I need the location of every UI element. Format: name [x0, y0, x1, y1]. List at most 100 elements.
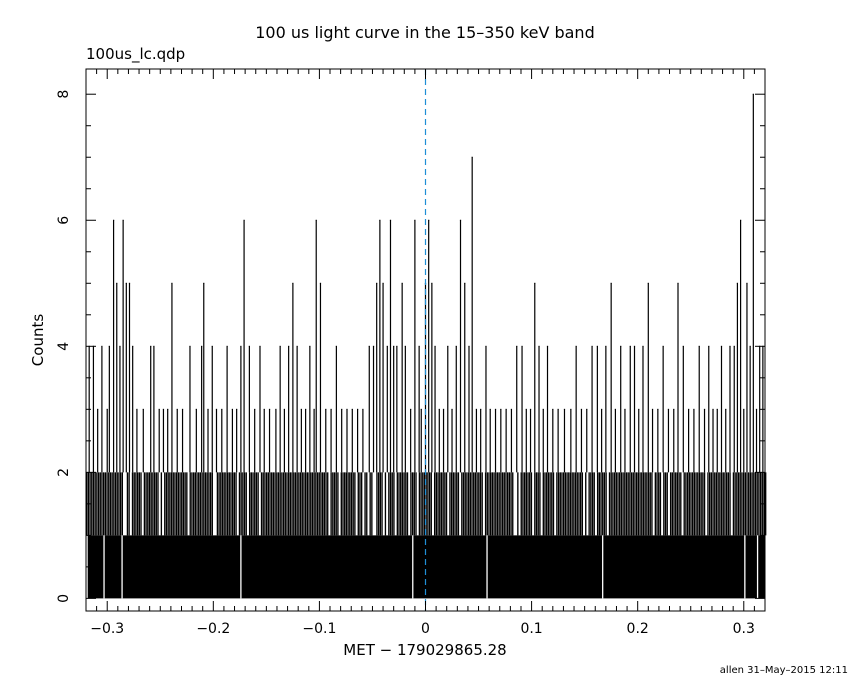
count-bar	[255, 472, 258, 536]
count-bar	[252, 472, 254, 536]
count-bar	[357, 472, 359, 536]
count-bar	[542, 472, 544, 536]
histogram-bars	[86, 472, 767, 599]
count-bar	[104, 472, 107, 536]
count-bar	[561, 472, 563, 536]
count-bar	[703, 472, 706, 536]
count-bar	[615, 472, 617, 536]
count-bar	[753, 472, 755, 536]
count-bar	[269, 472, 271, 536]
count-bar	[267, 472, 269, 536]
count-bar	[685, 472, 687, 536]
count-bar	[121, 472, 124, 536]
count-bar	[384, 472, 387, 536]
count-bar	[725, 472, 728, 536]
count-bar	[96, 472, 98, 536]
count-bar	[581, 472, 584, 536]
count-bar	[500, 472, 502, 536]
count-bar	[133, 472, 135, 536]
count-bar	[612, 472, 614, 536]
count-bar	[182, 472, 185, 536]
count-bar	[181, 472, 183, 536]
count-bar	[573, 472, 575, 536]
count-bar	[184, 472, 186, 536]
count-bar	[345, 472, 348, 536]
count-bar	[564, 472, 567, 536]
count-bar	[108, 472, 110, 536]
count-bar	[746, 472, 748, 536]
x-tick-label: −0.1	[302, 621, 336, 637]
count-bar	[486, 472, 488, 536]
count-bar	[316, 472, 319, 536]
count-bar	[619, 472, 621, 536]
count-bar	[243, 472, 246, 536]
count-bar	[191, 472, 193, 536]
count-bar	[271, 472, 273, 536]
count-bar	[99, 472, 101, 536]
y-tick-label: 2	[56, 468, 72, 477]
count-bar	[327, 472, 329, 536]
count-bar	[729, 472, 731, 536]
count-bar	[282, 472, 285, 536]
count-bar	[673, 472, 675, 536]
count-bar	[690, 472, 692, 536]
count-bar	[296, 472, 298, 536]
count-bar	[508, 472, 511, 536]
count-bar	[688, 472, 690, 536]
count-bar	[466, 472, 468, 536]
count-bar	[242, 472, 244, 536]
count-bar	[720, 472, 723, 536]
y-tick-label: 4	[56, 342, 72, 351]
count-bar	[506, 472, 509, 536]
count-bar	[576, 472, 578, 536]
count-bar	[585, 472, 587, 536]
count-bar	[113, 472, 115, 536]
count-bar	[440, 472, 443, 536]
count-bar	[148, 472, 151, 536]
count-bar	[749, 472, 752, 536]
count-bar	[245, 472, 247, 536]
count-bar	[651, 472, 653, 536]
count-bar	[198, 472, 200, 536]
count-bar	[719, 472, 721, 536]
count-bar	[649, 472, 651, 536]
count-bar	[281, 472, 283, 536]
count-bar	[376, 472, 378, 536]
count-bar	[522, 472, 524, 536]
count-bar	[303, 472, 305, 536]
x-axis-label: MET − 179029865.28	[343, 641, 506, 659]
count-bar	[501, 472, 504, 536]
count-bar	[617, 472, 619, 536]
count-bar	[590, 472, 592, 536]
count-bar	[491, 472, 494, 536]
x-tick-label: −0.2	[196, 621, 230, 637]
count-bar	[625, 472, 628, 536]
count-bar	[433, 472, 436, 536]
count-bar	[118, 472, 120, 536]
count-bar	[751, 472, 753, 536]
count-bar	[484, 472, 487, 536]
count-bar	[175, 472, 178, 536]
count-bar	[97, 472, 100, 536]
count-bar	[678, 472, 680, 536]
count-level-band	[86, 535, 765, 599]
count-bar	[371, 472, 373, 536]
count-bar	[464, 472, 466, 536]
count-bar	[557, 472, 560, 536]
count-bar	[350, 472, 353, 536]
count-bar	[335, 472, 337, 536]
count-bar	[101, 472, 103, 536]
count-bar	[430, 472, 432, 536]
count-bar	[126, 472, 129, 536]
count-bar	[315, 472, 317, 536]
count-bar	[715, 472, 718, 536]
count-bar	[138, 472, 140, 536]
x-tick-label: −0.3	[90, 621, 124, 637]
count-bar	[221, 472, 224, 536]
x-axis-ticks: −0.3 −0.2 −0.1 0 0.1 0.2 0.3	[85, 69, 766, 637]
count-bar	[683, 472, 685, 536]
count-bar	[360, 472, 363, 536]
count-bar	[634, 472, 636, 536]
histogram-peaks	[88, 93, 764, 473]
count-bar	[381, 472, 383, 536]
